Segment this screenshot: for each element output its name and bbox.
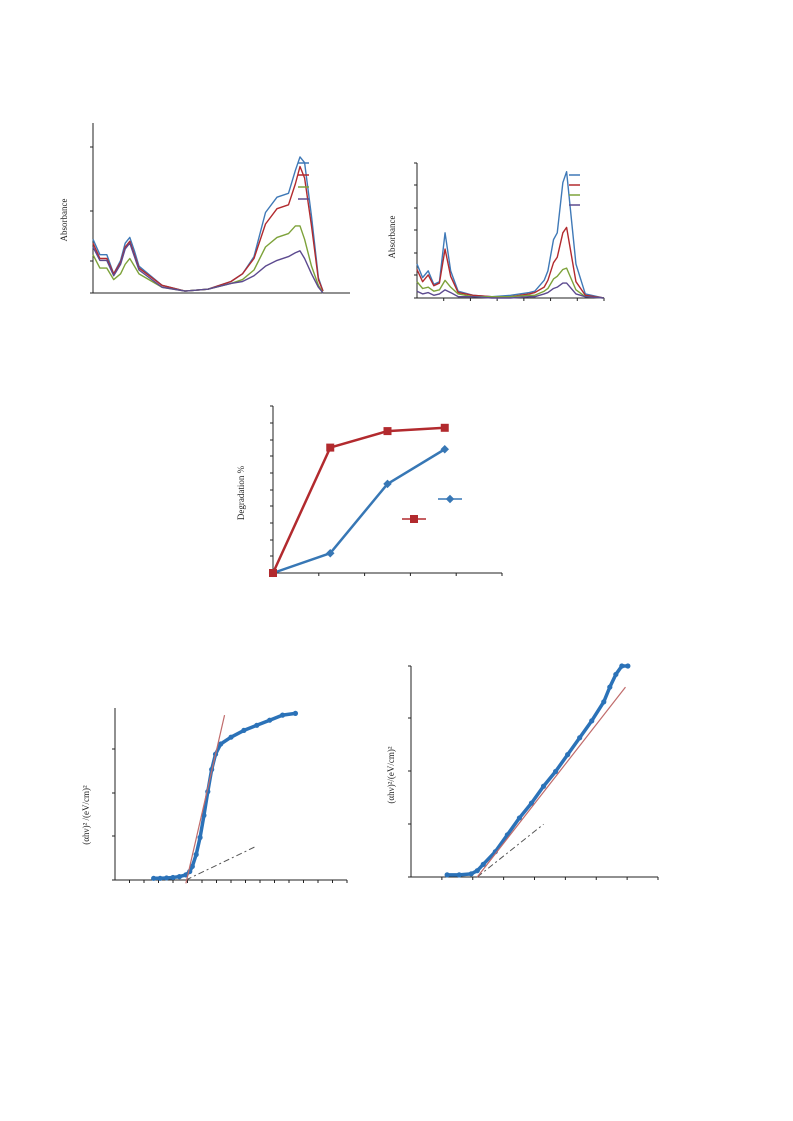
data-point (589, 718, 595, 724)
data-point (279, 712, 286, 718)
y-axis-label: (αhν)²/(eV/cm)² (386, 746, 396, 803)
legend (569, 174, 580, 206)
data-point (456, 872, 462, 878)
y-ticks (414, 162, 417, 299)
data-point (480, 861, 486, 867)
y-axis-label: Absorbance (387, 216, 397, 259)
data-point (577, 735, 583, 741)
series-line-2 (271, 426, 445, 574)
data-point (552, 768, 559, 775)
uv-vis-chart-a: Absorbance (59, 123, 350, 294)
data-point (269, 569, 277, 577)
data-point (440, 445, 449, 454)
y-ticks (408, 665, 411, 878)
data-point (254, 722, 260, 728)
series-line-1 (272, 448, 446, 575)
linear-fit-line (476, 686, 626, 878)
data-point (565, 752, 571, 758)
data-point (163, 875, 170, 881)
data-point (613, 671, 619, 678)
data-point (516, 815, 523, 821)
x-ticks (318, 573, 503, 576)
data-point (440, 423, 449, 432)
data-point (607, 684, 613, 690)
axes (410, 666, 658, 878)
series-group (416, 171, 605, 299)
series-line-1 (92, 156, 324, 292)
data-point (383, 479, 392, 489)
data-point (292, 710, 299, 716)
axes (114, 708, 347, 881)
data-point (444, 872, 450, 878)
data-point (241, 727, 247, 733)
data-curve (445, 664, 630, 877)
series-line-3 (92, 225, 324, 294)
y-ticks (90, 146, 93, 294)
axes (92, 123, 350, 294)
data-point (170, 874, 176, 881)
legend-marker-1 (445, 494, 455, 504)
data-point (193, 851, 199, 858)
x-ticks (129, 880, 348, 883)
data-point (267, 717, 273, 723)
legend (402, 494, 462, 523)
data-point (601, 699, 607, 705)
data-point (189, 863, 195, 869)
baseline-extrapolation (476, 823, 544, 878)
legend (298, 162, 309, 200)
data-point (540, 783, 547, 789)
data-point (619, 663, 625, 669)
data-point (197, 834, 203, 841)
data-point (383, 427, 392, 436)
y-axis-label: (αhν)² /(eV/cm)² (81, 785, 91, 845)
series-line-4 (92, 242, 324, 294)
series-group (92, 156, 324, 294)
degradation-chart: Degradation % (236, 405, 503, 578)
x-ticks (441, 877, 659, 880)
y-axis-label: Degradation % (236, 465, 246, 520)
series-line-2 (92, 165, 324, 292)
tauc-plot-a: (αhν)² /(eV/cm)² (81, 708, 348, 884)
linear-fit-line (185, 714, 226, 884)
data-point (625, 663, 631, 669)
data-point (326, 548, 335, 558)
y-ticks (112, 748, 115, 881)
data-point (468, 871, 474, 877)
data-point (474, 868, 480, 874)
data-point (228, 734, 234, 740)
series-group (151, 710, 299, 884)
y-axis-label: Absorbance (59, 199, 69, 242)
series-group (444, 663, 631, 878)
data-point (528, 800, 535, 806)
series-group (268, 423, 449, 578)
series-line-1 (416, 171, 605, 299)
series-line-3 (416, 267, 605, 299)
data-point (176, 874, 183, 880)
series-line-4 (416, 282, 605, 299)
data-point (157, 875, 163, 881)
baseline-extrapolation (185, 845, 257, 881)
data-point (326, 443, 335, 452)
data-point (218, 741, 224, 747)
data-point (151, 875, 157, 881)
tauc-plot-b: (αhν)²/(eV/cm)² (386, 663, 659, 880)
data-curve (151, 711, 298, 881)
uv-vis-chart-b: Absorbance (387, 162, 605, 301)
data-point (201, 812, 207, 818)
legend-marker-2 (410, 515, 418, 523)
